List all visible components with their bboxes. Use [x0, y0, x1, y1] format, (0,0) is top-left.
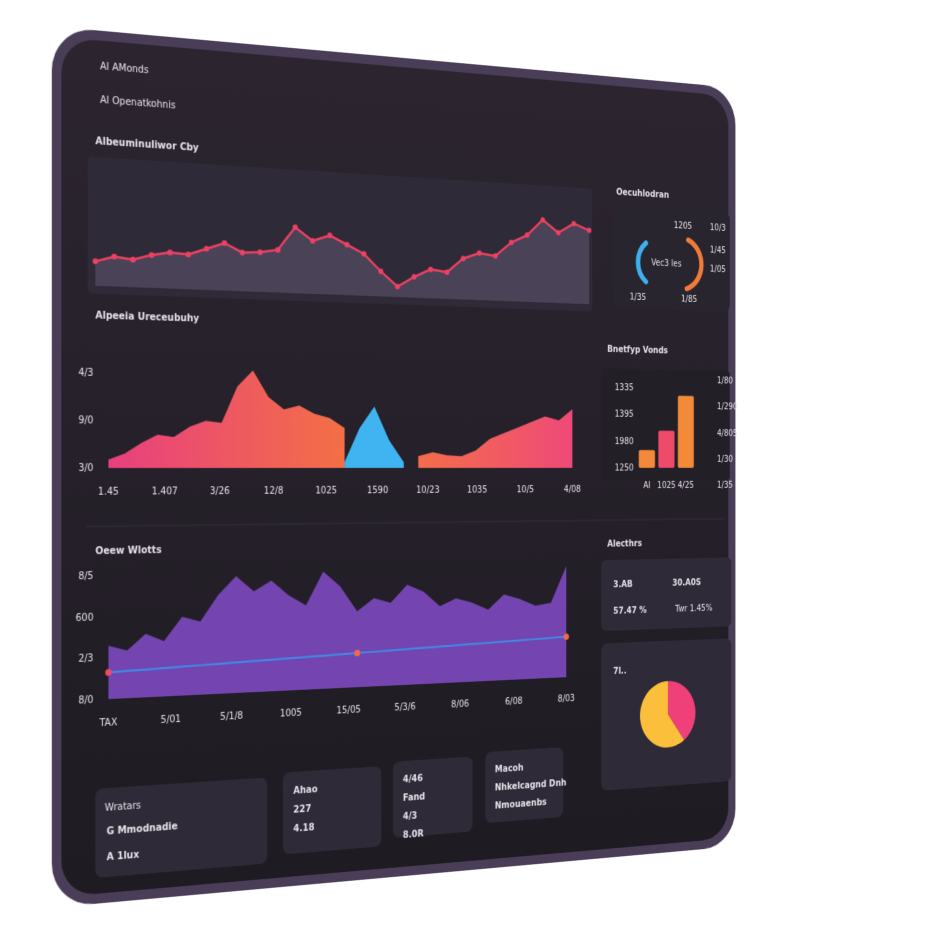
y-tick-label: 8/0	[78, 695, 93, 707]
pie-panel	[601, 638, 732, 791]
card-text: Ahao	[293, 784, 318, 796]
x-tick-label: 1005	[280, 708, 302, 720]
chart-title: Alpeeia Ureceubuhy	[95, 310, 199, 324]
series-area	[344, 406, 404, 468]
card-text: G Mmodnadie	[107, 821, 178, 837]
y-tick-label: 1980	[615, 437, 634, 447]
stat: Twr 1.45%	[674, 604, 712, 615]
gauge-label: 1/45	[710, 245, 726, 256]
subtitle: AI AMonds	[100, 61, 149, 76]
x-tick-label: 5/3/6	[394, 702, 415, 714]
y-tick-label: 8/5	[78, 571, 93, 582]
x-tick-label: 8/06	[451, 699, 469, 710]
y-tick-label: 9/0	[78, 415, 93, 426]
x-tick-label: 3/26	[210, 486, 230, 497]
bar	[658, 430, 675, 468]
x-tick-label: 1.407	[152, 486, 178, 497]
stats-title: Alecthrs	[607, 539, 642, 550]
x-tick-label: 6/08	[505, 696, 523, 707]
x-tick-label: 1025	[657, 481, 676, 491]
x-tick-label: Al	[643, 481, 650, 491]
x-tick-label: 12/8	[264, 486, 284, 497]
x-tick-label: 10/23	[416, 485, 439, 495]
card-text: 227	[293, 804, 311, 816]
tablet: AI AMonds AI Openatkohnis Albeuminuliwor…	[48, 22, 738, 912]
x-tick-label: 8/03	[558, 694, 575, 705]
pie-title: 7l..	[613, 666, 626, 677]
card	[392, 756, 473, 838]
y-tick-label: 3/0	[78, 463, 93, 474]
chart-title: Bnetfyp Vonds	[607, 345, 668, 357]
series-area	[108, 367, 573, 468]
y2-tick-label: 1/30	[717, 455, 733, 465]
bar	[638, 450, 655, 468]
card-text: 8.0R	[403, 829, 424, 841]
gauge-label: 1/05	[710, 264, 726, 274]
card-text: Fand	[403, 792, 425, 804]
gauge-label: 10/3	[710, 223, 726, 234]
x-tick-label: 1025	[315, 486, 337, 497]
dashboard: AI AMonds AI Openatkohnis Albeuminuliwor…	[51, 26, 737, 908]
x-tick-label: 15/05	[337, 705, 361, 717]
y-tick-label: 1250	[615, 463, 634, 473]
x-tick-label: 4/08	[564, 485, 581, 495]
stat: 30.A0S	[672, 578, 701, 589]
title: AI Openatkohnis	[100, 95, 175, 112]
x-tick-label: 1035	[467, 485, 487, 495]
y2-tick-label: 1/290	[717, 402, 737, 412]
series-area	[108, 566, 567, 700]
stats-panel	[601, 557, 732, 632]
x-tick-label: TAX	[99, 717, 118, 729]
bar-panel	[601, 368, 730, 481]
x-tick-label: 1.45	[98, 487, 119, 498]
card-text: Nmouaenbs	[495, 797, 547, 811]
card-text: Macoh	[495, 763, 524, 775]
point	[111, 253, 118, 260]
stat: 3.AB	[613, 580, 632, 590]
gauge-label: 1/85	[681, 294, 697, 304]
line-area	[95, 194, 590, 305]
y-tick-label: 2/3	[78, 653, 93, 665]
y2-tick-label: 1/80	[717, 376, 733, 386]
x-tick-label: 10/5	[517, 485, 534, 495]
stat: 57.47 %	[613, 606, 647, 617]
x-tick-label: 5/01	[161, 714, 181, 726]
bar	[677, 395, 694, 468]
card-text: 4.18	[293, 822, 314, 834]
card-text: 4/3	[403, 811, 418, 823]
x-tick-label: 5/1/8	[220, 711, 243, 723]
y-tick-label: 4/3	[78, 368, 93, 379]
chart-title: Oeew Wlotts	[95, 545, 161, 557]
gauge-label: 1205	[674, 221, 692, 232]
y-tick-label: 1335	[615, 383, 634, 393]
y-tick-label: 1395	[615, 410, 634, 420]
x-tick-label: 1590	[367, 486, 388, 497]
card-title: Wratars	[105, 800, 141, 814]
y2-tick-label: 4/805	[717, 428, 737, 438]
card-text: A 1lux	[107, 850, 140, 864]
gauge-label: 1/35	[630, 292, 647, 303]
x-tick-label: 4/25	[678, 481, 694, 491]
point	[92, 258, 99, 265]
gauge-title: Oecuhlodran	[616, 188, 669, 201]
card	[282, 766, 382, 855]
card-text: 4/46	[403, 774, 423, 786]
card	[95, 777, 268, 878]
y2-tick-label: 1/35	[717, 481, 733, 491]
gauge-value: Vec3 les	[651, 258, 681, 269]
gauge-panel	[613, 205, 730, 313]
y-tick-label: 600	[76, 612, 94, 624]
